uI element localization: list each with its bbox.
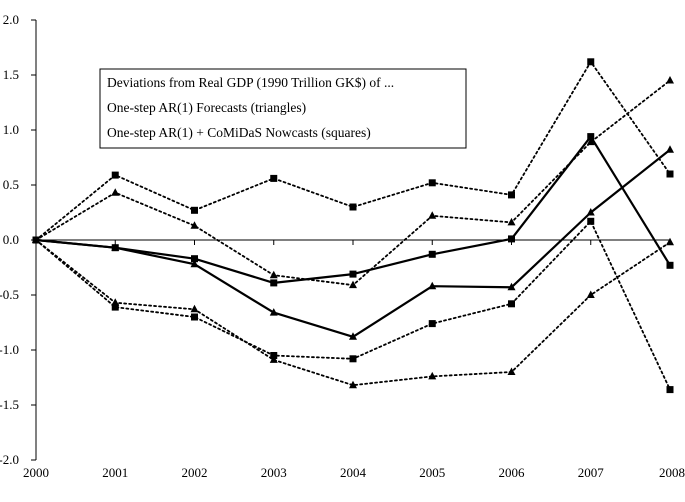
series-group <box>32 58 674 394</box>
y-tick-label: -1.5 <box>0 397 19 412</box>
square-marker <box>666 261 674 269</box>
series-line <box>35 60 671 241</box>
triangle-marker <box>666 76 674 84</box>
y-tick-label: 0.5 <box>3 177 19 192</box>
x-tick-label: 2002 <box>182 465 208 480</box>
triangle-marker <box>586 137 595 146</box>
triangle-marker <box>586 290 595 298</box>
square-marker <box>111 171 119 179</box>
y-tick-label: 1.5 <box>3 67 19 82</box>
axes: 2.0 1.5 1.0 0.5 0.0 -0.5 -1.0 -1.5 -2.0 2000 2001 2… <box>0 12 685 480</box>
y-tick-label: -1.0 <box>0 342 19 357</box>
square-marker <box>587 58 595 66</box>
square-marker <box>270 279 278 287</box>
triangle-marker <box>111 188 120 196</box>
square-marker <box>508 191 515 199</box>
y-tick-label: -0.5 <box>0 287 19 302</box>
triangle-marker <box>507 282 516 291</box>
x-tick-label: 2005 <box>419 465 445 480</box>
y-tick-label: 0.0 <box>3 232 19 247</box>
legend-entry-2: One-step AR(1) Forecasts (triangles) <box>107 100 306 115</box>
legend: Deviations from Real GDP (1990 Trillion … <box>99 68 467 149</box>
legend-box <box>99 68 467 149</box>
square-marker <box>428 320 436 328</box>
legend-entry-3: One-step AR(1) + CoMiDaS Nowcasts (squar… <box>107 125 371 140</box>
square-marker <box>428 250 436 258</box>
triangle-marker <box>269 270 278 279</box>
triangle-marker <box>428 211 437 219</box>
triangle-marker <box>190 259 199 268</box>
x-tick-label: 2001 <box>102 465 128 480</box>
square-marker <box>111 303 119 311</box>
triangle-marker <box>666 237 674 246</box>
triangle-marker <box>190 304 199 313</box>
triangle-marker <box>349 380 357 389</box>
square-marker <box>666 386 674 394</box>
triangle-marker <box>269 355 278 363</box>
triangle-marker <box>586 208 595 216</box>
y-tick-label: 2.0 <box>3 12 19 27</box>
square-marker <box>587 217 595 225</box>
square-marker <box>191 313 198 321</box>
series-1 <box>32 145 674 340</box>
square-marker <box>508 235 515 243</box>
x-tick-label: 2006 <box>499 465 526 480</box>
square-marker <box>508 300 515 308</box>
x-tick-label: 2000 <box>23 465 49 480</box>
series-6 <box>32 217 674 394</box>
square-marker <box>191 206 198 214</box>
square-marker <box>428 179 436 187</box>
square-marker <box>349 203 357 211</box>
x-tick-label: 2008 <box>659 465 685 480</box>
x-tick-label: 2003 <box>261 465 287 480</box>
triangle-marker <box>666 145 674 153</box>
triangle-marker <box>507 217 516 226</box>
square-marker <box>349 355 357 363</box>
x-tick-label: 2007 <box>578 465 605 480</box>
triangle-marker <box>428 371 437 380</box>
triangle-marker <box>349 280 357 289</box>
square-marker <box>587 133 595 141</box>
series-5 <box>32 58 674 244</box>
y-tick-label: -2.0 <box>0 452 19 467</box>
triangle-marker <box>428 281 437 290</box>
square-marker <box>270 352 278 359</box>
legend-entry-1: Deviations from Real GDP (1990 Trillion … <box>107 75 394 90</box>
square-marker <box>32 236 40 244</box>
triangle-marker <box>190 221 199 229</box>
square-marker <box>349 270 357 278</box>
triangle-marker <box>349 332 357 340</box>
triangle-marker <box>507 367 516 375</box>
square-marker <box>270 174 278 182</box>
triangle-marker <box>269 308 278 316</box>
square-marker <box>191 255 198 263</box>
x-tick-label: 2004 <box>340 465 367 480</box>
square-marker <box>666 170 674 178</box>
y-tick-label: 1.0 <box>3 122 19 137</box>
square-marker <box>111 244 119 252</box>
